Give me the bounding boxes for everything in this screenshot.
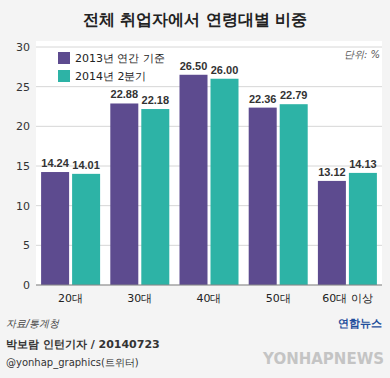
watermark: YONHAPNEWS: [262, 350, 384, 368]
tick-label: 15: [16, 160, 30, 173]
data-label: 13.12: [318, 166, 346, 178]
bar: [211, 79, 239, 285]
bar: [141, 109, 169, 285]
legend-swatch: [58, 52, 70, 64]
grid-line: [36, 47, 382, 48]
chart: 전체 취업자에서 연령대별 비중 0 5 10 15 20 25 30 14.24 22.88 26…: [0, 0, 390, 378]
bar: [72, 174, 100, 285]
credit: 박보람 인턴기자 / 20140723: [6, 338, 160, 351]
background: [0, 0, 390, 378]
data-label: 14.01: [72, 159, 100, 171]
legend-label: 2014년 2분기: [75, 70, 147, 83]
tick-label: 10: [16, 200, 30, 213]
category-label: 50대: [266, 292, 291, 305]
tick-label: 5: [23, 239, 30, 252]
grid-line: [36, 285, 382, 286]
data-label: 14.13: [349, 158, 377, 170]
grid-line: [36, 126, 382, 127]
tick-label: 30: [16, 41, 30, 54]
bar: [41, 172, 69, 285]
title: 전체 취업자에서 연령대별 비중: [83, 10, 308, 29]
legend: 2013년 연간 기준 2014년 2분기: [58, 52, 165, 83]
unit-label: 단위: %: [344, 49, 380, 60]
data-label: 22.79: [280, 89, 308, 101]
twitter: @yonhap_graphics(트위터): [6, 357, 139, 369]
bar: [349, 173, 377, 285]
tick-label: 25: [16, 81, 30, 94]
bar: [110, 103, 138, 285]
data-label: 22.18: [142, 94, 170, 106]
category-label: 30대: [127, 292, 152, 305]
bar: [180, 75, 208, 285]
x-axis: [36, 285, 382, 286]
data-labels: 14.24 22.88 26.50 22.36 13.12 14.01 22.18 26.00…: [41, 60, 376, 178]
tick-label: 20: [16, 120, 30, 133]
data-label: 26.50: [180, 60, 208, 72]
grid: [36, 47, 382, 285]
bars: [41, 75, 377, 285]
grid-line: [36, 86, 382, 87]
category-label: 20대: [58, 292, 83, 305]
logo: 연합뉴스: [338, 317, 382, 330]
bar: [318, 181, 346, 285]
data-label: 22.36: [249, 93, 277, 105]
plot-background: [36, 41, 382, 285]
data-label: 14.24: [41, 157, 69, 169]
page: {"chart_data": { "type": "bar", "title":…: [0, 0, 390, 378]
category-label: 60대 이상: [322, 292, 373, 305]
data-label: 26.00: [211, 64, 239, 76]
legend-label: 2013년 연간 기준: [75, 52, 165, 65]
source: 자료/통계청: [6, 318, 60, 329]
tick-label: 0: [23, 279, 30, 292]
data-label: 22.88: [111, 88, 139, 100]
legend-swatch: [58, 70, 70, 82]
category-label: 40대: [197, 292, 222, 305]
bar: [249, 108, 277, 285]
bar: [280, 104, 308, 285]
